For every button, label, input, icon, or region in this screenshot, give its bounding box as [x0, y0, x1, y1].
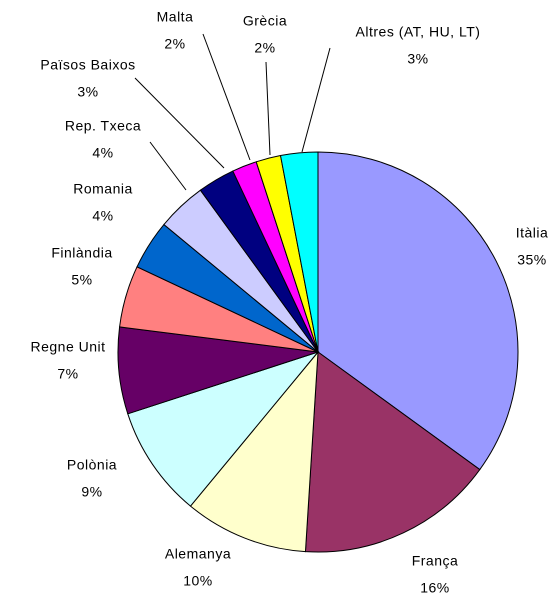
pie-slice	[304, 351, 481, 553]
slice-value-label: 2%	[164, 36, 185, 52]
slice-label: Grècia	[243, 13, 287, 29]
leader-line	[149, 141, 187, 191]
slice-value-label: 3%	[407, 51, 428, 67]
slice-label: Finlàndia	[51, 245, 112, 261]
slice-label: França	[412, 553, 459, 569]
pie-slice	[189, 350, 319, 553]
pie-slice	[279, 151, 319, 353]
slice-label: Països Baixos	[40, 57, 135, 73]
slice-label: Romania	[73, 181, 133, 197]
slice-label: Malta	[157, 9, 194, 25]
slice-label: Alemanya	[165, 546, 231, 562]
slice-label: Rep. Txeca	[65, 118, 141, 134]
slice-label: Itàlia	[516, 225, 549, 241]
slice-value-label: 7%	[57, 366, 78, 382]
slice-value-label: 10%	[183, 573, 213, 589]
slice-value-label: 16%	[420, 580, 450, 595]
slice-value-label: 4%	[92, 208, 113, 224]
slice-value-label: 9%	[81, 484, 102, 500]
slice-value-label: 4%	[92, 145, 113, 161]
slice-value-label: 3%	[77, 84, 98, 100]
slice-value-label: 2%	[254, 40, 275, 56]
leader-lines	[134, 33, 331, 191]
slice-label: Polònia	[67, 457, 117, 473]
slice-value-label: 35%	[517, 252, 547, 268]
leader-line	[265, 61, 271, 156]
slice-label: Regne Unit	[30, 339, 105, 355]
pie-slice	[127, 350, 320, 507]
slice-value-label: 5%	[71, 272, 92, 288]
pie-slice	[317, 151, 519, 471]
slice-label: Altres (AT, HU, LT)	[356, 24, 481, 40]
leader-line	[301, 47, 331, 153]
leader-line	[134, 77, 225, 169]
leader-line	[202, 33, 251, 161]
